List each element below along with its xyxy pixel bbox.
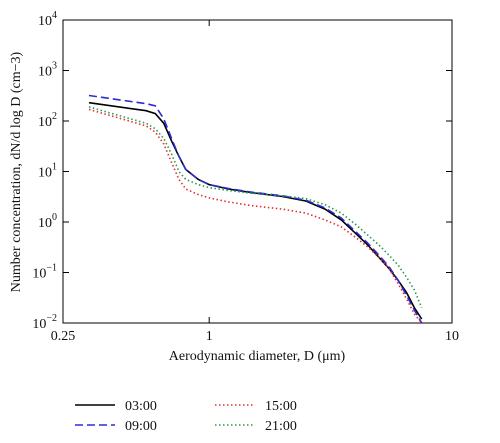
tick-exponent: 2	[52, 111, 57, 122]
series-line	[88, 106, 423, 309]
tick-exponent: 3	[52, 61, 57, 72]
tick-base: 10	[32, 317, 46, 332]
tick-exponent: 0	[52, 212, 57, 223]
legend-label: 15:00	[265, 399, 297, 414]
tick-base: 10	[38, 216, 52, 231]
x-axis-label: Aerodynamic diameter, D (μm)	[169, 349, 346, 364]
y-tick-label: 102	[38, 111, 57, 130]
tick-exponent: −1	[46, 263, 57, 274]
y-tick-label: 10−1	[32, 263, 57, 282]
tick-base: 10	[32, 267, 46, 282]
tick-exponent: 1	[52, 162, 57, 173]
x-tick-label: 0.25	[51, 329, 76, 344]
tick-base: 10	[38, 115, 52, 130]
legend-label: 09:00	[125, 419, 157, 434]
y-tick-label: 100	[38, 212, 57, 231]
tick-base: 10	[38, 65, 52, 80]
x-tick-label: 1	[206, 329, 213, 344]
y-tick-label: 103	[38, 61, 57, 80]
series-line	[88, 108, 423, 324]
legend-label: 03:00	[125, 399, 157, 414]
y-tick-label: 10−2	[32, 313, 57, 332]
series-line	[88, 94, 423, 324]
y-axis-label: Number concentration, dN/d log D (cm−3)	[9, 51, 24, 292]
tick-base: 10	[38, 166, 52, 181]
y-tick-label: 104	[38, 10, 57, 29]
tick-base: 10	[38, 14, 52, 29]
tick-exponent: 4	[52, 10, 57, 21]
x-tick-label: 10	[445, 329, 459, 344]
legend-label: 21:00	[265, 419, 297, 434]
tick-exponent: −2	[46, 313, 57, 324]
series-line	[88, 101, 423, 320]
plot-frame	[62, 19, 453, 324]
y-tick-label: 101	[38, 162, 57, 181]
